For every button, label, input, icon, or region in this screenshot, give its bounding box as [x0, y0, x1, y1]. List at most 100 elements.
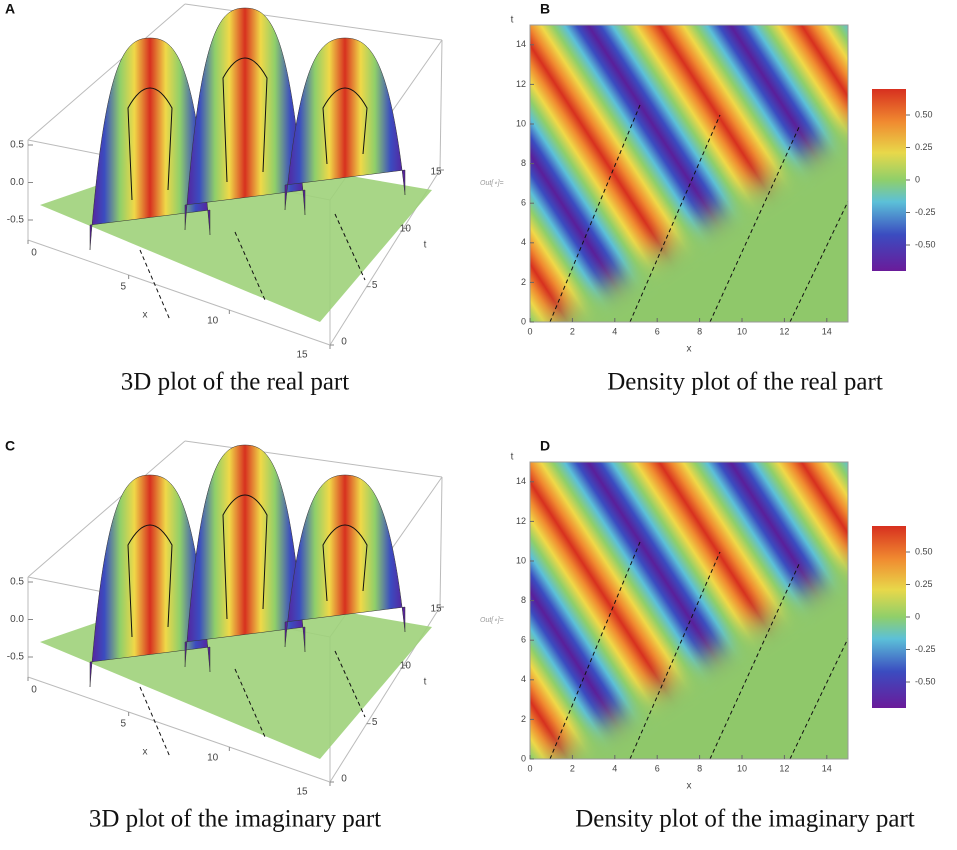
box-edge	[27, 239, 331, 346]
prompt: Out[∘]=	[480, 180, 504, 187]
x-axis-label: x	[143, 310, 148, 321]
y-axis-label: t	[511, 15, 514, 26]
colorbar-tick-label: 0	[915, 174, 920, 184]
contour	[127, 524, 173, 638]
y-tick-label: 8	[521, 158, 526, 168]
x-tick-label: 15	[296, 787, 308, 798]
contour	[127, 87, 173, 201]
contour	[234, 231, 266, 301]
y-tick-label: 0	[341, 774, 347, 785]
x-tick-label: 6	[655, 326, 660, 336]
colorbar	[872, 526, 906, 708]
caption: 3D plot of the real part	[121, 369, 349, 396]
y-tick-label: 2	[521, 277, 526, 287]
y-tick-label: 10	[516, 555, 526, 565]
surface-hump	[284, 474, 406, 648]
x-axis-label: x	[687, 781, 692, 792]
y-tick-label: 4	[521, 237, 526, 247]
x-tick-label: 14	[822, 326, 832, 336]
contour	[222, 494, 268, 620]
contour	[322, 87, 368, 165]
y-axis-label: t	[424, 240, 427, 251]
x-tick-label: 4	[612, 763, 617, 773]
y-tick-label: 0	[341, 337, 347, 348]
colorbar-tick-label: -0.25	[915, 644, 936, 654]
x-tick-label: 15	[296, 350, 308, 361]
x-tick-label: 10	[207, 753, 219, 764]
contour	[709, 561, 801, 759]
z-tick-label: 0.0	[10, 177, 24, 188]
x-tick-label: 0	[31, 248, 37, 259]
x-tick-label: 6	[655, 763, 660, 773]
colorbar-tick-label: -0.25	[915, 207, 936, 217]
colorbar-tick-label: 0	[915, 611, 920, 621]
y-tick-label: 12	[516, 79, 526, 89]
plot-area	[530, 25, 848, 322]
z-tick-label: -0.5	[7, 215, 25, 226]
y-tick-label: 6	[521, 198, 526, 208]
x-tick-label: 0	[527, 763, 532, 773]
box-edge	[184, 440, 443, 478]
y-tick-label: 10	[516, 118, 526, 128]
contour	[322, 524, 368, 602]
x-tick-label: 4	[612, 326, 617, 336]
colorbar-tick-label: 0.50	[915, 546, 933, 556]
plot-frame	[529, 24, 849, 323]
caption: Density plot of the real part	[607, 369, 883, 396]
panel-label: C	[5, 438, 15, 454]
contour	[629, 551, 721, 759]
caption: 3D plot of the imaginary part	[89, 806, 381, 833]
x-tick-label: 14	[822, 763, 832, 773]
box-edge	[27, 3, 186, 141]
box-edge	[27, 440, 186, 578]
panel-label: A	[5, 1, 15, 17]
colorbar-tick-label: 0.50	[915, 109, 933, 119]
density-panel: D 0 2 4 6 8 10 12 14 0 2 4 6 8 10 12 14 x t Out[∘]= 0.50 0.25…	[480, 438, 936, 833]
contour	[334, 213, 366, 281]
y-tick-label: 5	[372, 717, 378, 728]
plot-frame	[529, 461, 849, 760]
flat-region	[550, 125, 848, 322]
x-tick-label: 2	[570, 763, 575, 773]
y-tick-label: 15	[430, 604, 442, 615]
contour	[629, 114, 721, 322]
box-edge	[439, 39, 443, 171]
box-edge	[439, 476, 443, 608]
y-tick-label: 14	[516, 476, 526, 486]
surface-panel: C 0.5 0.0 -0.5 0 5 10 15 0 5 10 15 x t 3D plot of the …	[5, 438, 444, 833]
box-edge	[184, 3, 443, 41]
x-tick-label: 8	[697, 326, 702, 336]
x-tick-label: 5	[121, 282, 127, 293]
box-edge	[27, 676, 331, 783]
x-tick-label: 12	[779, 326, 789, 336]
contour	[709, 124, 801, 322]
colorbar-tick-label: -0.50	[915, 239, 936, 249]
flat-region	[550, 562, 848, 759]
y-tick-label: 10	[400, 223, 412, 234]
contour	[139, 686, 171, 758]
colorbar	[872, 89, 906, 271]
x-axis-label: x	[143, 747, 148, 758]
y-tick-label: 12	[516, 516, 526, 526]
contour	[139, 249, 171, 321]
x-tick-label: 10	[207, 316, 219, 327]
x-tick-label: 0	[31, 685, 37, 696]
density-panel: B 0 2 4 6 8 10 12 14 0 2 4 6 8 10 12 14 x t Out[∘]= 0.50 0.25…	[480, 1, 936, 396]
y-tick-label: 0	[521, 753, 526, 763]
y-tick-label: 2	[521, 714, 526, 724]
colorbar-tick-label: 0.25	[915, 142, 933, 152]
y-axis-label: t	[511, 452, 514, 463]
y-tick-label: 10	[400, 660, 412, 671]
x-tick-label: 10	[737, 326, 747, 336]
z-tick-label: 0.5	[10, 577, 24, 588]
contour	[234, 668, 266, 738]
y-axis-label: t	[424, 677, 427, 688]
y-tick-label: 6	[521, 635, 526, 645]
x-tick-label: 2	[570, 326, 575, 336]
colorbar-tick-label: 0.25	[915, 579, 933, 589]
z-tick-label: -0.5	[7, 652, 25, 663]
plot-area	[530, 462, 848, 759]
x-tick-label: 10	[737, 763, 747, 773]
contour	[222, 57, 268, 183]
surface-panel: A 0.5 0.0 -0.5 0 5 10 15 0 5 10 15 x t 3D plot of the …	[5, 1, 444, 396]
